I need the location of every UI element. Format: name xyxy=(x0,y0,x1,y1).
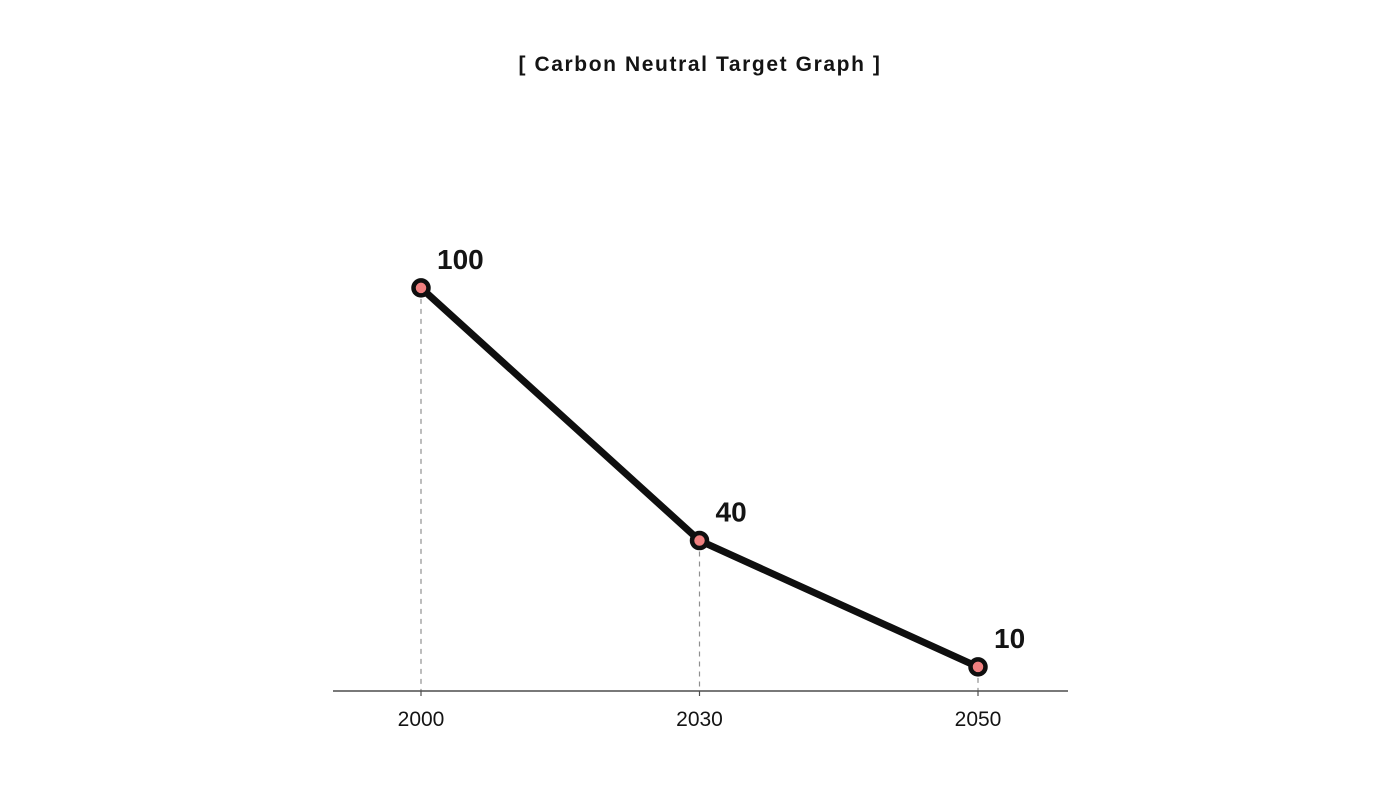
x-tick-label: 2050 xyxy=(955,708,1002,731)
chart-title: [ Carbon Neutral Target Graph ] xyxy=(518,53,882,76)
data-point xyxy=(968,657,988,677)
x-tick-label: 2000 xyxy=(398,708,445,731)
data-point-value-label: 10 xyxy=(994,623,1025,654)
data-point xyxy=(689,530,710,551)
data-line xyxy=(417,284,982,671)
data-point xyxy=(411,278,431,298)
data-point-value-label: 100 xyxy=(437,244,484,275)
x-tick-label: 2030 xyxy=(676,708,723,731)
data-point-value-label: 40 xyxy=(716,497,747,528)
